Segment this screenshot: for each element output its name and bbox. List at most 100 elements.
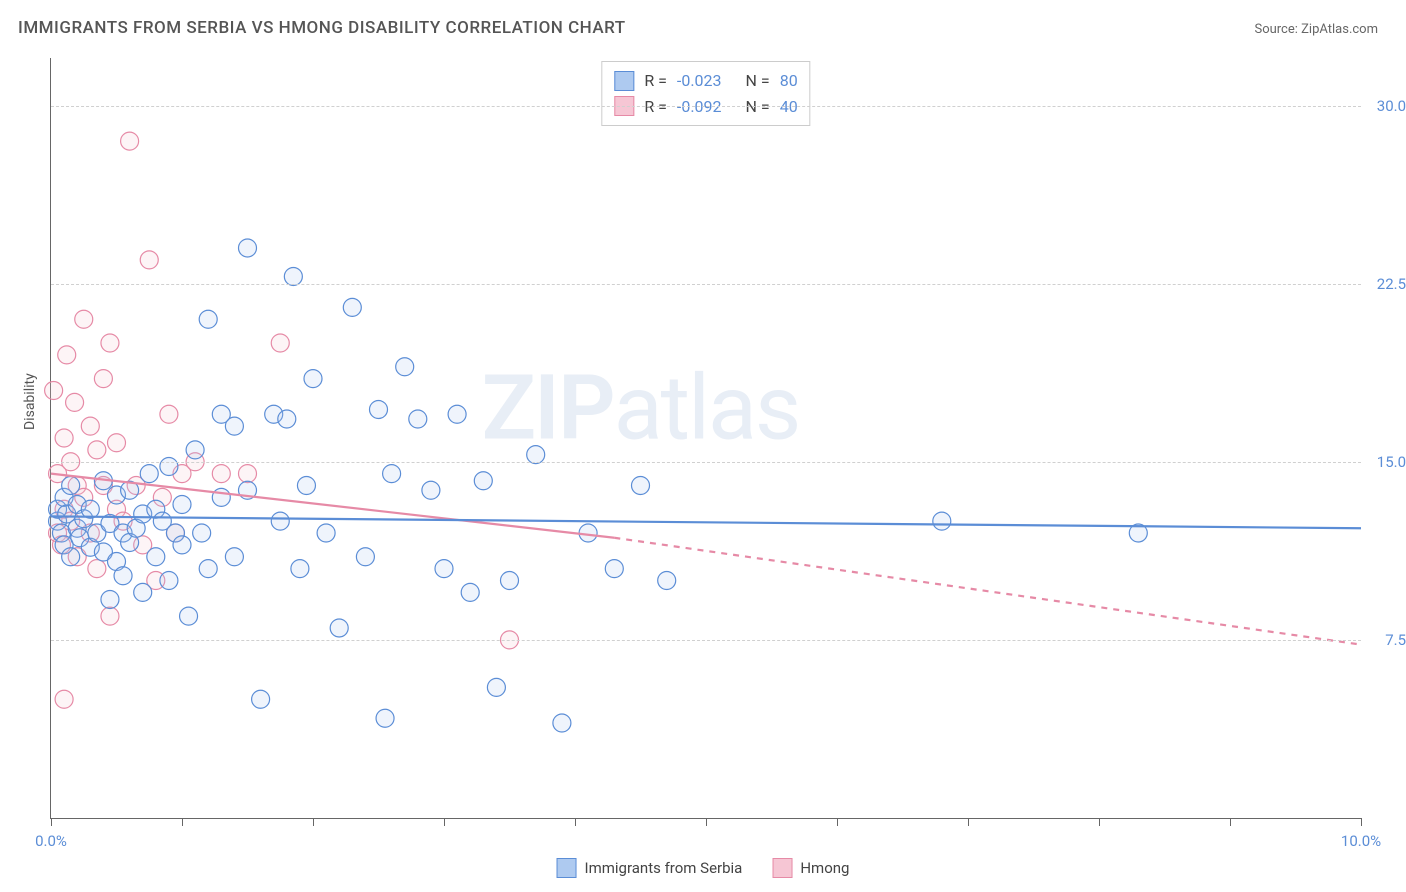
data-point (193, 524, 211, 542)
data-point (605, 560, 623, 578)
data-point (343, 298, 361, 316)
data-point (304, 370, 322, 388)
data-point (75, 310, 93, 328)
data-point (370, 401, 388, 419)
source-prefix: Source: (1254, 22, 1301, 37)
data-point (474, 472, 492, 490)
xtick (51, 818, 52, 826)
xtick (313, 818, 314, 826)
ytick-label: 22.5% (1367, 275, 1406, 293)
data-point (81, 417, 99, 435)
legend-item: Immigrants from Serbia (557, 858, 743, 878)
plot-area: ZIPatlas R = -0.023N = 80R = -0.092N = 4… (50, 58, 1361, 819)
xtick (837, 818, 838, 826)
xtick-label: 0.0% (35, 832, 67, 850)
data-point (383, 465, 401, 483)
data-point (160, 458, 178, 476)
legend-stats: R = -0.023N = 80R = -0.092N = 40 (601, 61, 810, 126)
data-point (199, 310, 217, 328)
data-point (140, 465, 158, 483)
data-point (212, 465, 230, 483)
data-point (252, 690, 270, 708)
xtick (968, 818, 969, 826)
source-attribution: Source: ZipAtlas.com (1254, 22, 1378, 37)
xtick (1099, 818, 1100, 826)
ytick-label: 30.0% (1367, 97, 1406, 115)
data-point (160, 572, 178, 590)
xtick (575, 818, 576, 826)
data-point (114, 567, 132, 585)
legend-swatch (557, 858, 577, 878)
data-point (297, 477, 315, 495)
data-point (121, 132, 139, 150)
data-point (134, 583, 152, 601)
plot-svg (51, 58, 1361, 818)
data-point (108, 434, 126, 452)
legend-swatch (772, 858, 792, 878)
xtick (182, 818, 183, 826)
data-point (88, 560, 106, 578)
source-name: ZipAtlas.com (1301, 22, 1378, 37)
data-point (94, 370, 112, 388)
data-point (271, 512, 289, 530)
data-point (448, 405, 466, 423)
data-point (45, 382, 63, 400)
legend-label: Hmong (800, 859, 849, 877)
data-point (225, 548, 243, 566)
data-point (55, 690, 73, 708)
data-point (55, 429, 73, 447)
legend-item: Hmong (772, 858, 849, 878)
data-point (461, 583, 479, 601)
gridline (51, 106, 1361, 107)
data-point (291, 560, 309, 578)
legend-n-label: N = (746, 68, 770, 94)
data-point (186, 441, 204, 459)
data-point (396, 358, 414, 376)
data-point (239, 239, 257, 257)
data-point (173, 496, 191, 514)
data-point (88, 441, 106, 459)
gridline (51, 640, 1361, 641)
data-point (58, 346, 76, 364)
legend-label: Immigrants from Serbia (585, 859, 743, 877)
data-point (225, 417, 243, 435)
legend-stat-row: R = -0.023N = 80 (614, 68, 797, 94)
regression-line (614, 538, 1361, 645)
data-point (330, 619, 348, 637)
data-point (317, 524, 335, 542)
data-point (933, 512, 951, 530)
data-point (180, 607, 198, 625)
data-point (553, 714, 571, 732)
gridline (51, 284, 1361, 285)
data-point (487, 678, 505, 696)
data-point (278, 410, 296, 428)
data-point (66, 393, 84, 411)
data-point (160, 405, 178, 423)
data-point (173, 536, 191, 554)
legend-swatch (614, 71, 634, 91)
ytick-label: 7.5% (1367, 631, 1406, 649)
regression-line (51, 516, 1361, 528)
xtick (1230, 818, 1231, 826)
data-point (62, 477, 80, 495)
data-point (199, 560, 217, 578)
y-axis-label: Disability (22, 373, 38, 430)
data-point (239, 465, 257, 483)
xtick (1361, 818, 1362, 826)
data-point (62, 548, 80, 566)
data-point (81, 500, 99, 518)
data-point (409, 410, 427, 428)
chart-container: IMMIGRANTS FROM SERBIA VS HMONG DISABILI… (0, 0, 1406, 892)
data-point (101, 591, 119, 609)
data-point (147, 548, 165, 566)
data-point (271, 334, 289, 352)
legend-series: Immigrants from Serbia Hmong (557, 858, 850, 878)
xtick-label: 10.0% (1341, 832, 1381, 850)
data-point (356, 548, 374, 566)
xtick (444, 818, 445, 826)
data-point (101, 334, 119, 352)
legend-r-value: -0.023 (677, 68, 722, 94)
data-point (658, 572, 676, 590)
chart-title: IMMIGRANTS FROM SERBIA VS HMONG DISABILI… (18, 18, 626, 38)
data-point (632, 477, 650, 495)
